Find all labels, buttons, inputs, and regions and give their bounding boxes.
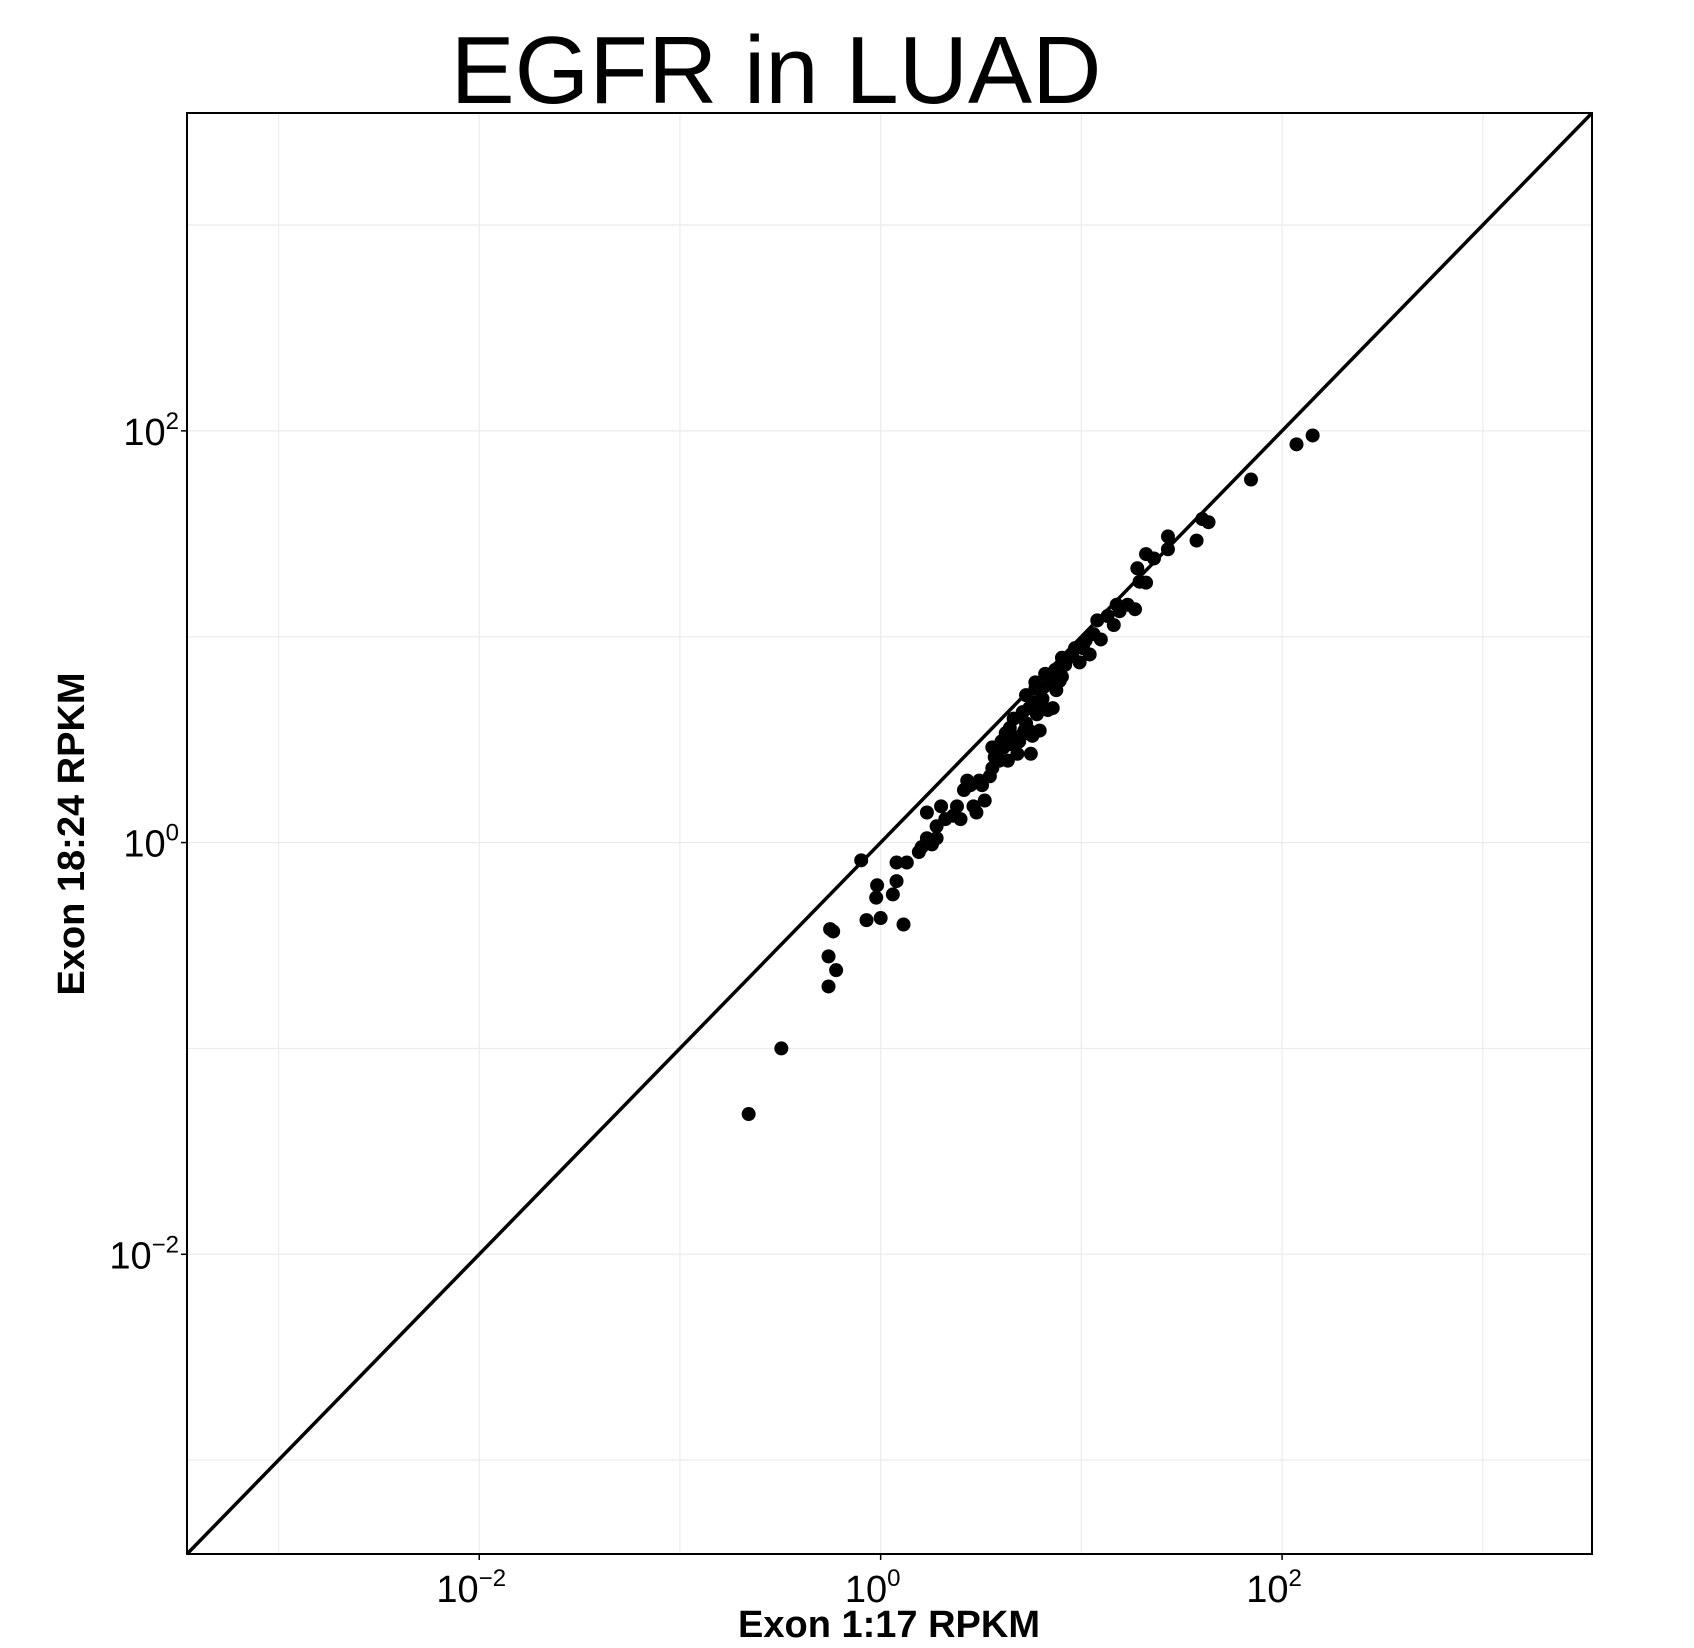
x-tick-label: 102 xyxy=(1246,1565,1302,1611)
plot-frame xyxy=(186,112,1593,1555)
y-axis-label: Exon 18:24 RPKM xyxy=(51,672,93,995)
data-point xyxy=(821,949,836,964)
data-point xyxy=(919,805,934,820)
data-point xyxy=(977,793,992,808)
data-point xyxy=(1305,428,1320,443)
data-point xyxy=(1082,647,1097,662)
y-tick-label: 100 xyxy=(123,820,179,866)
data-point xyxy=(821,979,836,994)
chart-title: EGFR in LUAD xyxy=(451,17,1102,124)
data-point xyxy=(1023,746,1038,761)
data-point xyxy=(1289,437,1304,452)
data-point xyxy=(823,922,838,937)
data-point xyxy=(1146,551,1161,566)
data-point xyxy=(829,963,844,978)
data-point xyxy=(899,855,914,870)
data-point xyxy=(1160,542,1175,557)
x-axis-ticks: 10−2 100 102 xyxy=(436,1554,1302,1611)
data-point xyxy=(1010,746,1025,761)
data-point xyxy=(889,855,904,870)
y-tick-label: 10−2 xyxy=(109,1231,179,1277)
data-point xyxy=(870,878,885,893)
data-point xyxy=(929,831,944,846)
data-point xyxy=(934,799,949,814)
data-point xyxy=(1243,472,1258,487)
data-point xyxy=(741,1107,756,1122)
data-point xyxy=(1160,529,1175,544)
data-point xyxy=(1127,602,1142,617)
data-point xyxy=(885,887,900,902)
data-point xyxy=(873,911,888,926)
data-point xyxy=(1072,655,1087,670)
data-point xyxy=(953,812,968,827)
y-tick-label: 102 xyxy=(123,408,179,454)
y-axis-ticks: 10−2 100 102 xyxy=(109,408,187,1277)
data-point xyxy=(896,917,911,932)
data-point xyxy=(1139,575,1154,590)
x-tick-label: 10−2 xyxy=(436,1565,506,1611)
data-points xyxy=(741,428,1320,1122)
data-point xyxy=(1035,691,1050,706)
data-point xyxy=(969,805,984,820)
data-point xyxy=(1130,561,1145,576)
identity-line xyxy=(185,111,1594,1556)
data-point xyxy=(869,890,884,905)
data-point xyxy=(949,799,964,814)
data-point xyxy=(889,874,904,889)
data-point xyxy=(859,913,874,928)
data-point xyxy=(1106,618,1121,633)
data-point xyxy=(1189,533,1204,548)
data-point xyxy=(1045,701,1060,716)
grid xyxy=(187,113,1592,1554)
x-axis-label: Exon 1:17 RPKM xyxy=(738,1604,1040,1646)
data-point xyxy=(1054,669,1069,684)
data-point xyxy=(1201,515,1216,530)
data-point xyxy=(774,1041,789,1056)
data-point xyxy=(1032,723,1047,738)
data-point xyxy=(854,853,869,868)
data-point xyxy=(1093,632,1108,647)
